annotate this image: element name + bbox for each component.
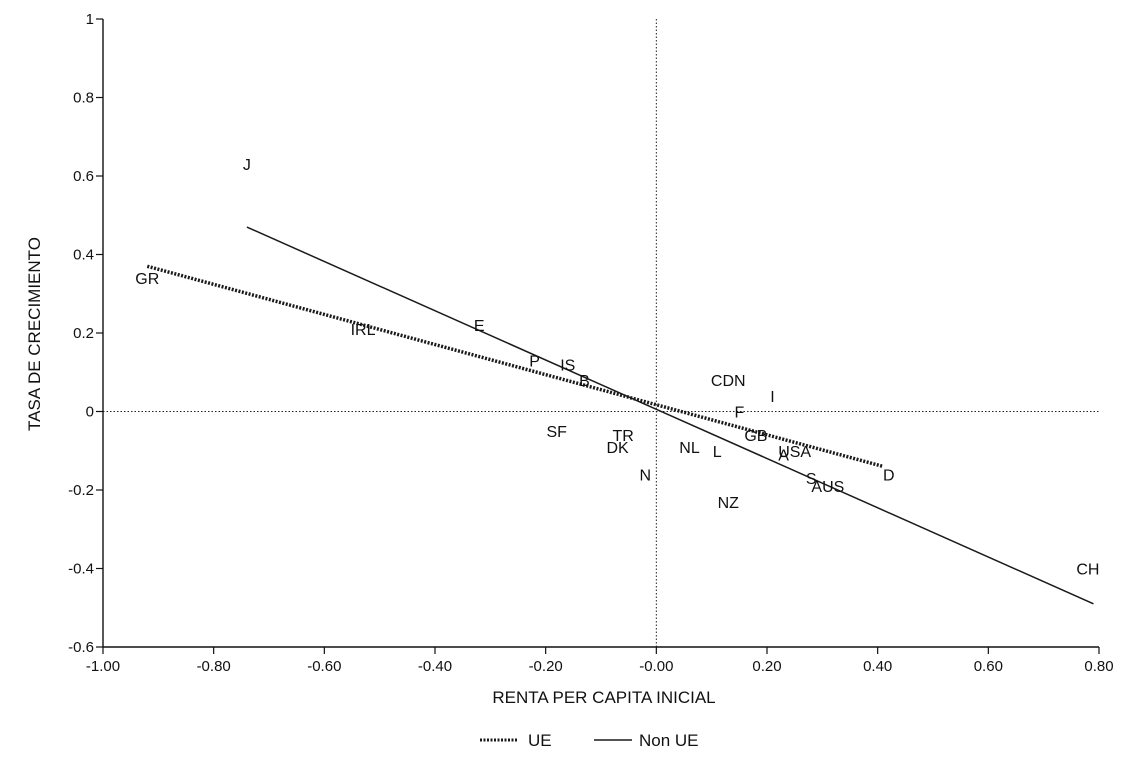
point-label-usa: USA bbox=[778, 444, 811, 461]
y-axis-title: TASA DE CRECIMIENTO bbox=[25, 237, 44, 431]
x-tick-label: 0.20 bbox=[752, 658, 781, 675]
point-label-n: N bbox=[639, 467, 651, 484]
point-label-a: A bbox=[778, 448, 789, 465]
x-tick-label: 0.40 bbox=[863, 658, 892, 675]
point-label-s: S bbox=[806, 471, 817, 488]
point-label-aus: AUS bbox=[811, 479, 844, 496]
point-label-tr: TR bbox=[612, 428, 633, 445]
y-tick-label: 0 bbox=[86, 404, 94, 421]
x-tick-label: -1.00 bbox=[86, 658, 120, 675]
legend-label-ue: UE bbox=[528, 731, 552, 750]
reference-lines bbox=[103, 19, 1099, 647]
x-axis-title: RENTA PER CAPITA INICIAL bbox=[492, 688, 715, 707]
point-label-l: L bbox=[713, 444, 722, 461]
point-label-b: B bbox=[579, 373, 590, 390]
x-tick-label: -0.20 bbox=[529, 658, 563, 675]
axes bbox=[102, 19, 1099, 648]
point-label-e: E bbox=[474, 318, 485, 335]
x-tick-label: -0.40 bbox=[418, 658, 452, 675]
fit-line-ue bbox=[146, 264, 884, 469]
fit-line-non-ue bbox=[246, 226, 1094, 605]
x-tick-label: -0.80 bbox=[197, 658, 231, 675]
point-label-p: P bbox=[529, 353, 540, 370]
point-label-gb: GB bbox=[744, 428, 767, 445]
x-axis-ticks: -1.00 -0.80 -0.60 -0.40 -0.20 -0.00 0.20 0.40 0.… bbox=[86, 647, 1114, 675]
point-label-gr: GR bbox=[135, 271, 159, 288]
point-label-dk: DK bbox=[606, 440, 629, 457]
x-tick-label: 0.80 bbox=[1084, 658, 1113, 675]
y-tick-label: 0.8 bbox=[73, 90, 94, 107]
point-label-nl: NL bbox=[679, 440, 700, 457]
point-label-d: D bbox=[883, 467, 895, 484]
legend-label-non-ue: Non UE bbox=[639, 731, 699, 750]
x-tick-label: -0.00 bbox=[639, 658, 673, 675]
point-label-is: IS bbox=[560, 357, 575, 374]
point-label-f: F bbox=[734, 405, 744, 422]
y-tick-label: 0.4 bbox=[73, 247, 94, 264]
point-label-sf: SF bbox=[547, 424, 568, 441]
y-tick-label: -0.4 bbox=[68, 561, 94, 578]
point-label-irl: IRL bbox=[351, 322, 376, 339]
y-axis-ticks: -0.6 -0.4 -0.2 0 0.2 0.4 0.6 0.8 1 bbox=[68, 11, 103, 656]
point-label-j: J bbox=[243, 157, 251, 174]
y-tick-label: 0.6 bbox=[73, 168, 94, 185]
y-tick-label: -0.6 bbox=[68, 639, 94, 656]
y-tick-label: 0.2 bbox=[73, 325, 94, 342]
point-label-cdn: CDN bbox=[711, 373, 746, 390]
point-label-i: I bbox=[770, 389, 774, 406]
y-tick-label: -0.2 bbox=[68, 482, 94, 499]
point-label-ch: CH bbox=[1076, 562, 1099, 579]
point-label-nz: NZ bbox=[718, 495, 740, 512]
x-tick-label: -0.60 bbox=[307, 658, 341, 675]
legend: UE Non UE bbox=[480, 731, 699, 750]
fit-lines bbox=[146, 226, 1094, 605]
x-tick-label: 0.60 bbox=[974, 658, 1003, 675]
y-tick-label: 1 bbox=[86, 11, 94, 28]
